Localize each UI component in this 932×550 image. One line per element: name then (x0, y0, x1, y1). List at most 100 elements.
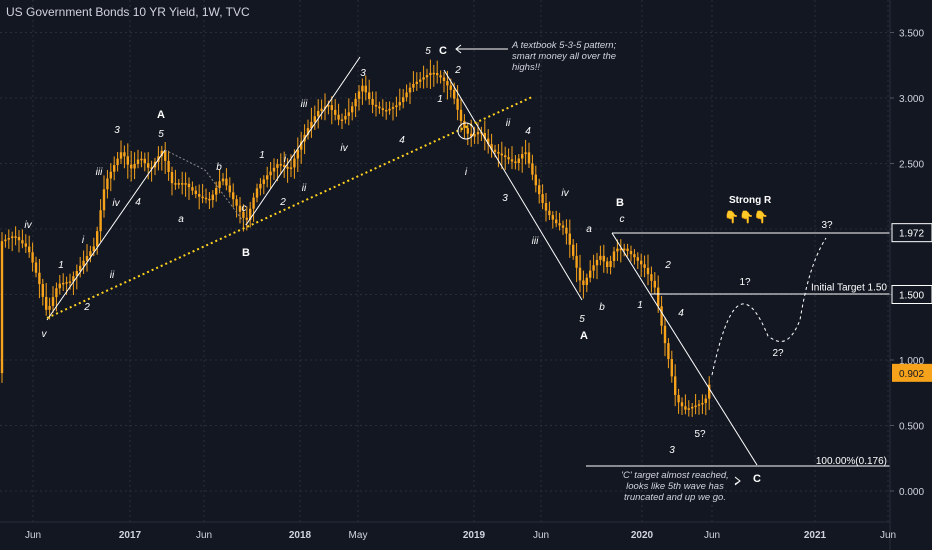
candle-body (653, 280, 656, 288)
line-label: 100.00%(0.176) (816, 456, 887, 467)
arrow-textbook (455, 44, 508, 54)
candle-body (249, 208, 252, 220)
candle-body (109, 171, 112, 179)
candle-body (415, 81, 418, 84)
candle-body (357, 91, 361, 99)
candle-body (531, 163, 534, 175)
x-tick-label: 2020 (631, 530, 654, 541)
wave-label: 2 (664, 260, 671, 271)
projection-path (711, 237, 827, 376)
wave-label: i (465, 167, 468, 178)
candle-body (283, 165, 286, 167)
candle-body (194, 190, 197, 195)
candle-body (704, 398, 707, 403)
candle-body (187, 183, 191, 188)
candle-body (633, 254, 636, 258)
candle-body (439, 75, 442, 78)
candle-body (361, 85, 364, 92)
candle-body (65, 282, 68, 284)
candle-body (116, 158, 119, 166)
candle-body (306, 128, 310, 135)
candle-body (89, 251, 92, 257)
candle-body (510, 159, 514, 162)
candle-body (687, 408, 690, 410)
candle-body (262, 179, 265, 184)
candle-body (527, 152, 531, 164)
candle-body (11, 236, 14, 238)
candle-body (558, 223, 561, 226)
candle-body (201, 196, 204, 199)
candle-body (293, 158, 296, 168)
candle-body (34, 262, 38, 273)
highlight-circle (457, 122, 475, 140)
candle-body (697, 404, 701, 406)
wave-label: ii (506, 118, 511, 129)
candle-body (48, 306, 51, 310)
wave-label: A (580, 330, 588, 342)
candle-body (667, 343, 670, 360)
candle-body (575, 255, 578, 268)
y-tick-label: 2.500 (899, 160, 924, 171)
candle-body (320, 108, 323, 111)
candle-body (371, 99, 374, 105)
candle-body (279, 164, 282, 166)
candle-body (252, 197, 255, 209)
x-tick-label: Jun (533, 530, 549, 541)
candle-body (266, 175, 269, 180)
candle-body (507, 157, 510, 160)
candle-body (337, 114, 340, 120)
candle-body (487, 138, 490, 145)
candle-body (198, 194, 201, 197)
candle-body (259, 183, 262, 189)
candle-body (68, 281, 72, 283)
candle-body (45, 296, 48, 310)
candle-body (629, 251, 633, 255)
candle-body (425, 75, 429, 78)
candle-body (623, 248, 626, 251)
wave-label: 5? (694, 429, 706, 440)
strong-r-icons: 👇👇👇 (724, 208, 769, 226)
candle-body (677, 394, 680, 403)
candle-body (446, 80, 449, 86)
candle-body (408, 87, 412, 93)
candle-body (609, 261, 612, 267)
candle-body (694, 405, 697, 408)
impulse-line (245, 56, 361, 226)
candle-body (374, 104, 378, 107)
candle-body (300, 141, 303, 150)
candle-body (395, 105, 398, 108)
x-tick-label: Jun (25, 530, 41, 541)
candle-body (493, 149, 497, 152)
wave-label: i (82, 235, 85, 246)
candle-body (238, 205, 242, 212)
point-down-icon: 👇 (753, 210, 769, 224)
candle-body (140, 158, 143, 161)
candle-body (164, 150, 167, 161)
wave-label: 3? (821, 220, 833, 231)
wave-label: 3 (360, 68, 366, 79)
wave-label: 2 (454, 65, 461, 76)
candle-body (453, 89, 456, 99)
candle-body (595, 259, 599, 266)
candle-body (327, 105, 330, 107)
candle-body (113, 165, 116, 172)
candle-body (17, 237, 21, 241)
wave-label: 1 (637, 300, 643, 311)
x-tick-label: 2019 (463, 530, 486, 541)
candle-body (143, 158, 146, 164)
dotted-trendline (46, 96, 533, 319)
candle-body (456, 98, 459, 110)
candle-body (130, 164, 133, 169)
wave-label: 4 (135, 197, 141, 208)
candle-body (225, 178, 228, 186)
candle-body (572, 244, 575, 256)
candle-body (269, 171, 272, 176)
x-tick-label: 2018 (289, 530, 312, 541)
wave-label: 4 (399, 135, 405, 146)
c-target-annotation: 'C' target almost reached, looks like 5t… (621, 470, 729, 503)
candle-body (643, 264, 646, 268)
candle-body (79, 265, 82, 272)
wave-label: iv (561, 188, 569, 199)
candle-body (412, 83, 415, 88)
